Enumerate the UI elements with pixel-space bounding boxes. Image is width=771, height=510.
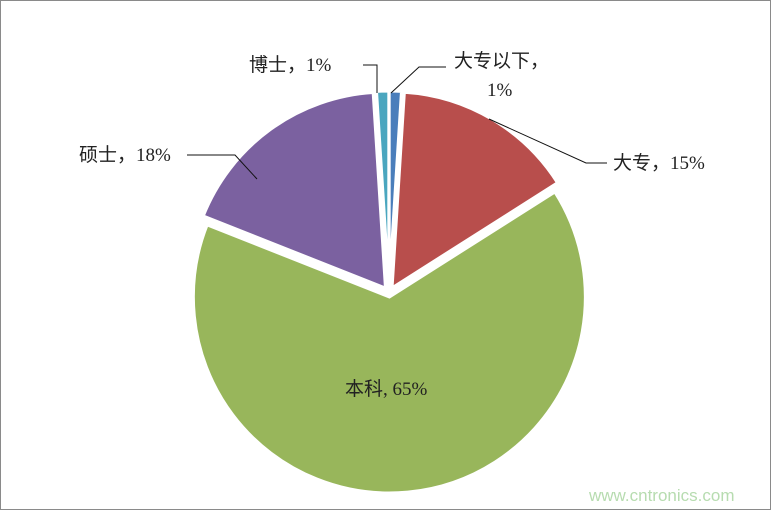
slice-2 bbox=[390, 90, 560, 291]
leader-line-2 bbox=[488, 118, 607, 164]
data-label-4: 硕士，18% bbox=[79, 144, 171, 166]
data-label-1-value: 1% bbox=[487, 80, 513, 101]
slice-4 bbox=[201, 90, 388, 291]
slice-3 bbox=[191, 189, 587, 495]
watermark: www.cntronics.com bbox=[588, 486, 734, 505]
data-label-2: 大专，15% bbox=[613, 152, 705, 174]
leader-line-5 bbox=[363, 64, 378, 93]
data-label-5: 博士，1% bbox=[249, 54, 332, 76]
leader-line-1 bbox=[390, 66, 446, 94]
leader-line-4 bbox=[187, 154, 258, 180]
data-label-1: 大专以下， bbox=[454, 50, 549, 72]
data-label-3: 本科, 65% bbox=[345, 378, 428, 400]
